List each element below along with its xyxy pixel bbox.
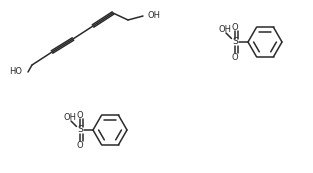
Text: O: O bbox=[232, 52, 238, 61]
Text: O: O bbox=[77, 111, 83, 120]
Text: O: O bbox=[232, 22, 238, 31]
Text: HO: HO bbox=[9, 67, 22, 76]
Text: O: O bbox=[77, 140, 83, 149]
Text: OH: OH bbox=[218, 25, 232, 34]
Text: OH: OH bbox=[148, 11, 161, 20]
Text: S: S bbox=[232, 38, 238, 47]
Text: S: S bbox=[77, 125, 83, 134]
Text: OH: OH bbox=[64, 112, 76, 121]
